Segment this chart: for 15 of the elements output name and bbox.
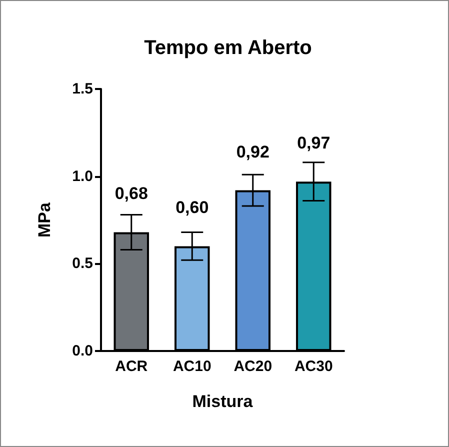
data-label: 0,68 <box>114 184 148 204</box>
y-axis-title: MPa <box>35 202 54 238</box>
data-label: 0,92 <box>236 142 270 162</box>
x-axis-title: Mistura <box>192 392 254 411</box>
data-label: 0,60 <box>176 198 209 218</box>
x-tick-label: AC20 <box>234 358 272 375</box>
y-tick-label: 1.5 <box>72 80 93 98</box>
x-tick-label: ACR <box>115 358 148 375</box>
data-label: 0,97 <box>297 134 330 153</box>
x-tick-label: AC10 <box>172 358 212 375</box>
x-tick-label: AC30 <box>294 358 333 375</box>
y-tick-label: 0.5 <box>72 255 93 272</box>
y-tick-label: 0.0 <box>72 342 93 360</box>
y-tick-label: 1.0 <box>72 168 93 185</box>
chart-title: Tempo em Aberto <box>144 37 312 59</box>
